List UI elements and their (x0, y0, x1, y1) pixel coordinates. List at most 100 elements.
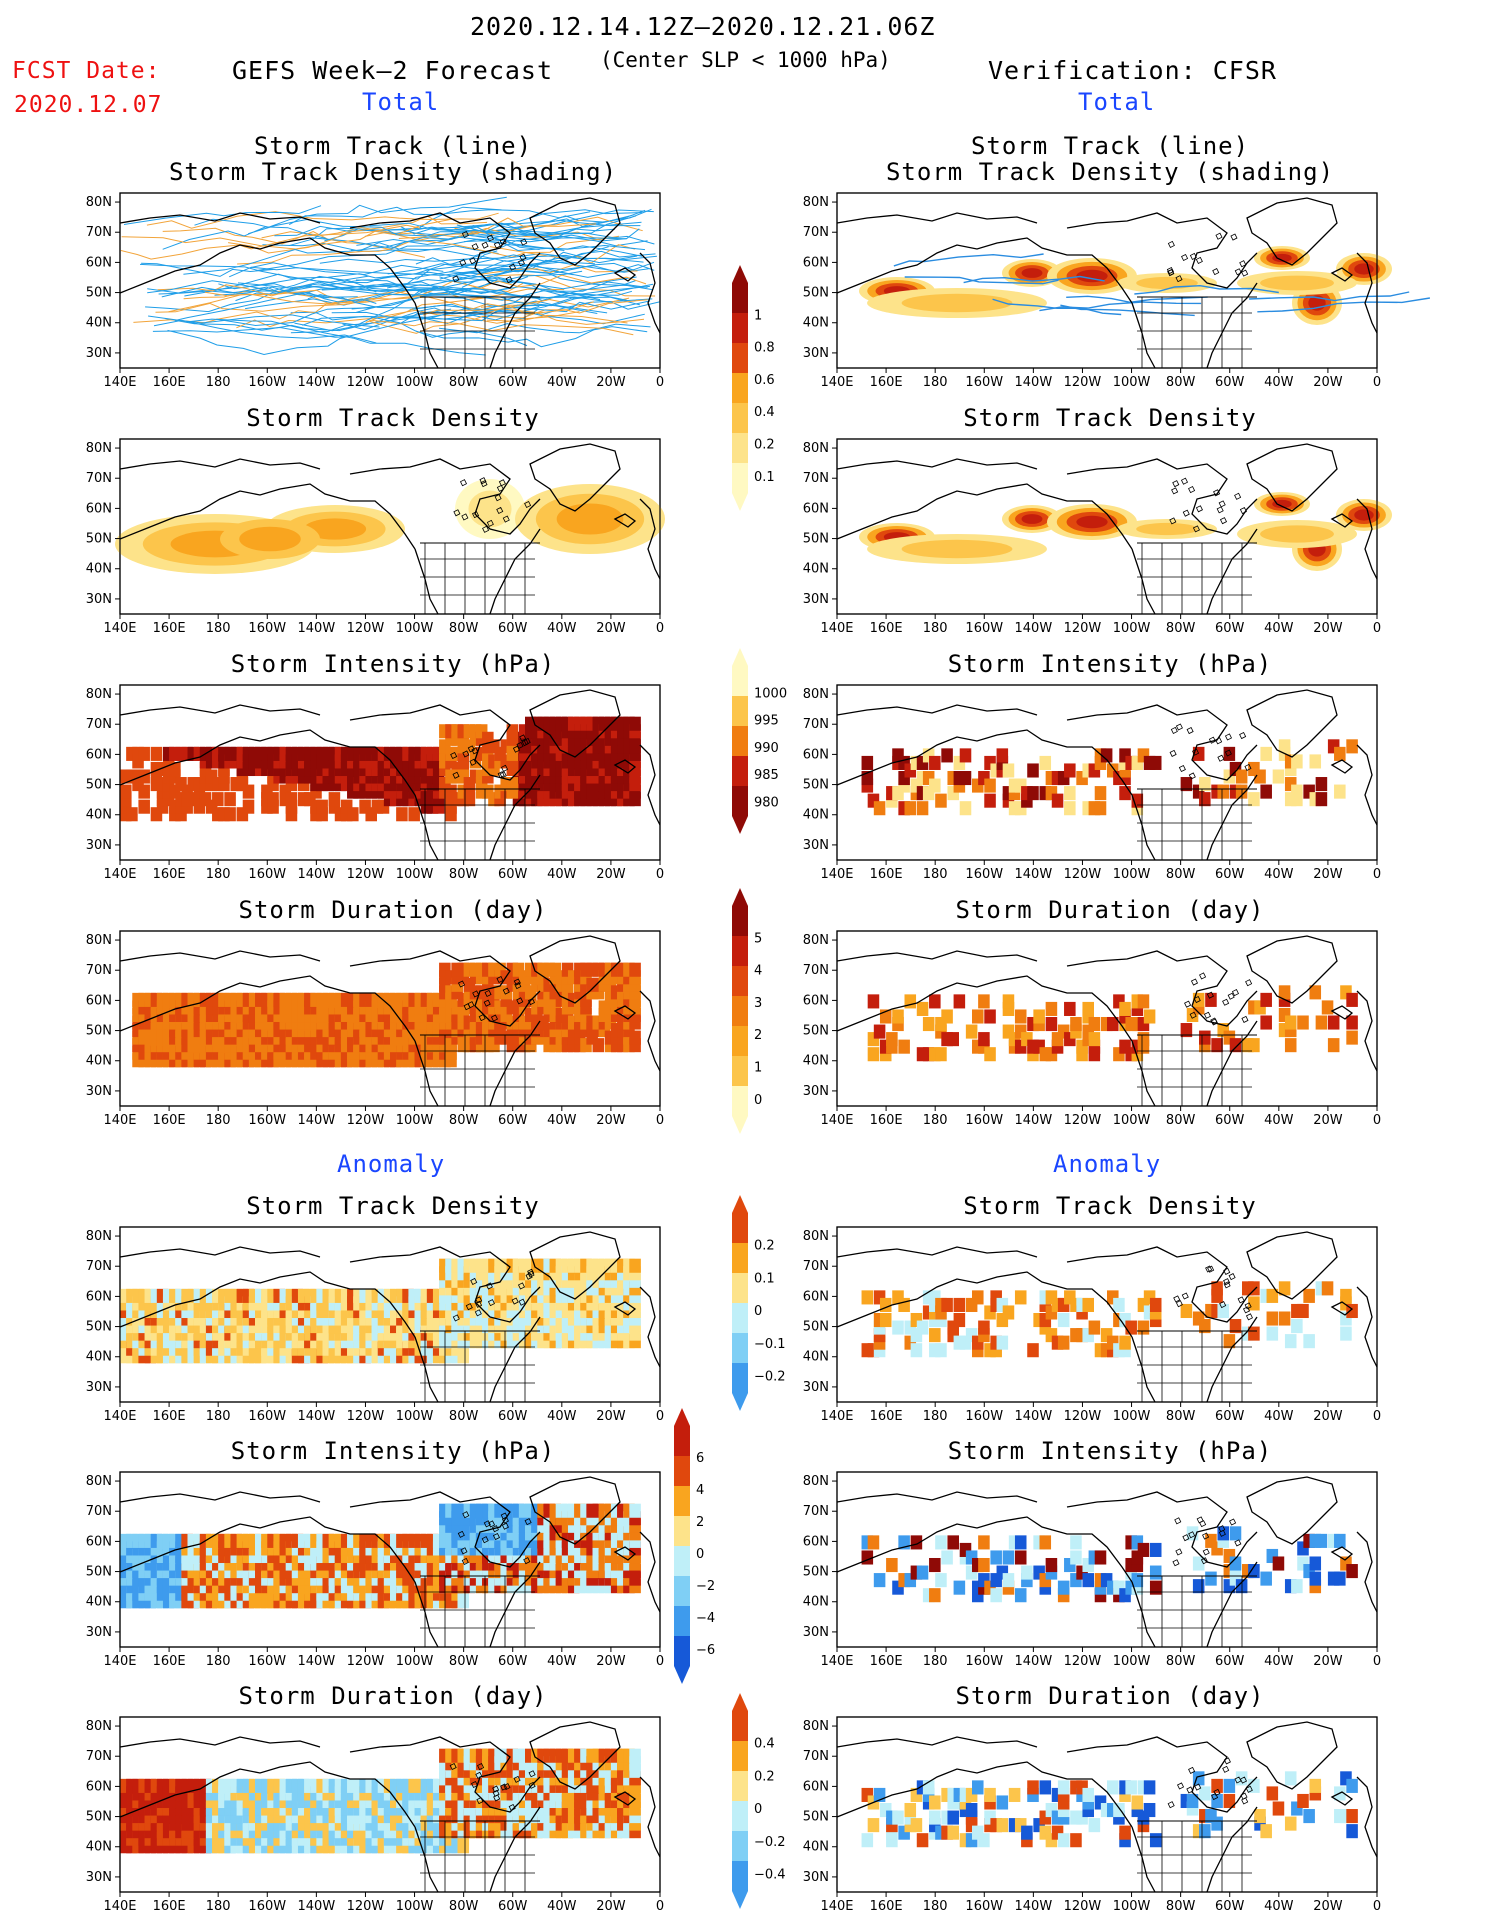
intensity-anom-cell (169, 1556, 181, 1571)
anomaly-label-left: Anomaly (337, 1150, 446, 1178)
intensity-anom-cell (150, 1579, 163, 1594)
intensity-anom-cell (199, 1556, 212, 1571)
duration-anom-cell (199, 1801, 212, 1816)
duration-anom-cell (120, 1809, 132, 1824)
title-duration-left: Storm Duration (day) (238, 896, 548, 924)
duration-cell (150, 1015, 163, 1030)
density-anom-cell (549, 1258, 562, 1273)
intensity-cell (567, 724, 580, 739)
map-border (119, 1471, 661, 1648)
duration-anom-cell (604, 1771, 617, 1786)
duration-anom-cell (549, 1786, 562, 1801)
duration-anom-cell (451, 1816, 463, 1831)
duration-cell (420, 1023, 433, 1038)
density-anom-cell (120, 1319, 132, 1334)
density-anom-cell (304, 1319, 316, 1334)
duration-anom-cell (463, 1771, 476, 1786)
density-anom-cell (390, 1334, 402, 1349)
duration-cell (248, 1015, 261, 1030)
duration-anom-cell (347, 1801, 359, 1816)
density-anom-cell (537, 1296, 549, 1311)
duration-anom-cell (132, 1816, 144, 1831)
density-anom-cell (248, 1319, 261, 1334)
density-anom-cell (267, 1296, 279, 1311)
duration-cell (212, 1053, 224, 1068)
density-anom-cell (512, 1311, 525, 1326)
duration-cell (236, 1053, 249, 1068)
intensity-anom-cell (414, 1594, 427, 1609)
intensity-anom-cell (322, 1541, 335, 1556)
density-anom-cell (310, 1296, 322, 1311)
density-anom-cell (316, 1319, 328, 1334)
lon-label: 80W (449, 1113, 479, 1128)
intensity-cell (904, 801, 917, 816)
intensity-cell (267, 769, 279, 784)
density-anom-cell (500, 1319, 512, 1334)
lon-label: 140E (103, 621, 136, 636)
duration-anom-cell (267, 1831, 279, 1846)
island (1244, 763, 1252, 771)
duration-cell (629, 985, 641, 1000)
density-anom-cell (236, 1296, 249, 1311)
duration-cell (310, 1007, 322, 1023)
island (484, 989, 492, 997)
duration-anom-cell (580, 1824, 592, 1839)
duration-anom-cell (623, 1793, 635, 1809)
duration-cell (156, 992, 169, 1007)
duration-cell (512, 1023, 525, 1038)
intensity-cell (604, 724, 617, 739)
duration-anom-cell (500, 1771, 512, 1786)
duration-anom-cell (604, 1786, 617, 1801)
density-anom-cell (567, 1334, 580, 1349)
density-anom-cell (334, 1319, 347, 1334)
duration-cell (549, 1007, 562, 1023)
density-anom-cell (353, 1341, 365, 1356)
intensity-cell (604, 739, 617, 754)
duration-anom-cell (629, 1824, 641, 1839)
intensity-anom-cell (623, 1541, 635, 1556)
density-anom-cell (439, 1296, 451, 1311)
duration-cell (580, 1007, 592, 1023)
duration-anom-cell (543, 1756, 555, 1771)
duration-cell (347, 992, 359, 1007)
intensity-anom-cell (371, 1594, 384, 1609)
lon-label: 0 (656, 867, 664, 882)
duration-anom-cell (604, 1801, 617, 1816)
duration-cell (285, 1023, 298, 1038)
intensity-cell (561, 724, 574, 739)
lat-label: 50N (86, 1565, 112, 1580)
duration-cell (873, 1024, 886, 1039)
intensity-anom-cell (469, 1548, 482, 1564)
duration-anom-cell (537, 1824, 549, 1839)
intensity-anom-cell (162, 1556, 175, 1571)
density-anom-cell (574, 1334, 586, 1349)
intensity-anom-cell (175, 1548, 187, 1564)
duration-cell (610, 1038, 623, 1053)
intensity-anom-cell (126, 1564, 138, 1579)
density-anom-cell (512, 1319, 525, 1334)
intensity-cell (279, 784, 292, 799)
intensity-cell (555, 777, 568, 792)
coastline (639, 498, 661, 580)
duration-anom-cell (359, 1801, 371, 1816)
fcst-label: FCST Date: (12, 58, 161, 84)
density-anom-cell (181, 1349, 193, 1364)
duration-anom-cell (162, 1793, 175, 1809)
intensity-anom-cell (549, 1541, 562, 1556)
duration-anom-cell (365, 1786, 377, 1801)
duration-anom-cell (377, 1839, 390, 1854)
lon-label: 20W (596, 1899, 626, 1914)
density-anom-cell (561, 1319, 574, 1334)
duration-anom-cell (402, 1801, 414, 1816)
intensity-cell (1094, 748, 1107, 763)
density-anom-cell (383, 1296, 396, 1311)
intensity-anom-cell (120, 1579, 132, 1594)
intensity-cell (1235, 769, 1248, 784)
intensity-anom-cell (359, 1586, 371, 1601)
intensity-cell (610, 784, 623, 799)
intensity-cell (598, 754, 611, 769)
intensity-anom-cell (248, 1541, 261, 1556)
intensity-anom-cell (218, 1533, 230, 1548)
intensity-anom-cell (328, 1548, 341, 1564)
duration-cell (420, 1015, 433, 1030)
